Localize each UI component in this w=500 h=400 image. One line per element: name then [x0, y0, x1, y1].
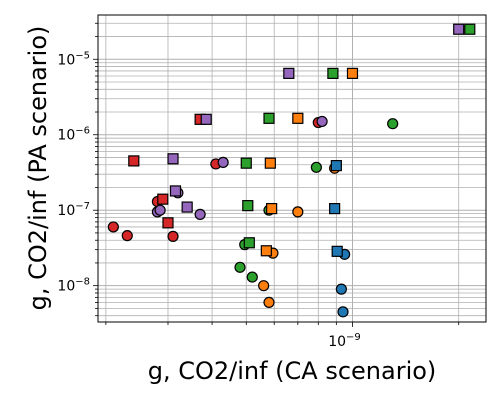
data-point-square — [260, 245, 272, 257]
data-point-square — [169, 185, 182, 197]
data-point-circle — [217, 156, 229, 168]
data-point-square — [283, 67, 295, 79]
data-point-square — [264, 157, 276, 169]
y-tick-label: 10−6 — [57, 126, 90, 144]
y-tick-label: 10−5 — [57, 50, 90, 68]
y-tick-label: 10−7 — [57, 201, 90, 219]
data-point-circle — [194, 208, 206, 220]
grid-lines — [98, 15, 486, 322]
data-point-square — [346, 67, 359, 79]
data-point-circle — [387, 118, 399, 130]
data-point-square — [242, 200, 254, 212]
data-point-square — [181, 201, 193, 213]
data-point-square — [263, 112, 275, 124]
data-point-square — [200, 113, 212, 125]
data-points — [107, 23, 476, 318]
y-tick-label: 10−8 — [57, 277, 90, 295]
x-tick-label: 10−9 — [328, 332, 361, 350]
data-point-circle — [234, 261, 246, 273]
data-point-square — [128, 155, 140, 167]
data-point-square — [331, 245, 343, 257]
data-point-circle — [258, 280, 270, 292]
data-point-circle — [310, 161, 322, 173]
data-point-circle — [246, 271, 258, 283]
data-point-square — [453, 23, 465, 35]
data-point-square — [464, 23, 476, 35]
data-point-circle — [316, 115, 328, 128]
data-point-circle — [121, 230, 133, 242]
data-point-circle — [154, 204, 166, 216]
data-point-square — [157, 193, 169, 205]
data-point-square — [327, 67, 339, 79]
data-point-square — [167, 153, 179, 165]
data-point-circle — [292, 206, 304, 218]
x-axis-label: g, CO2/inf (CA scenario) — [148, 357, 437, 385]
data-point-square — [243, 237, 255, 249]
data-point-square — [240, 157, 252, 169]
tick-labels: 10−9 10−5 10−6 10−7 10−8 — [57, 50, 360, 350]
data-point-circle — [335, 283, 347, 295]
data-point-circle — [263, 296, 275, 309]
data-point-circle — [337, 306, 349, 318]
data-point-circle — [107, 221, 119, 233]
y-axis-label: g, CO2/inf (PA scenario) — [24, 26, 52, 311]
data-point-square — [266, 202, 278, 215]
data-point-square — [330, 159, 342, 172]
plot-frame — [97, 14, 487, 323]
data-point-square — [329, 202, 341, 215]
data-point-square — [292, 112, 304, 124]
data-point-square — [162, 217, 174, 229]
data-point-circle — [167, 230, 179, 242]
